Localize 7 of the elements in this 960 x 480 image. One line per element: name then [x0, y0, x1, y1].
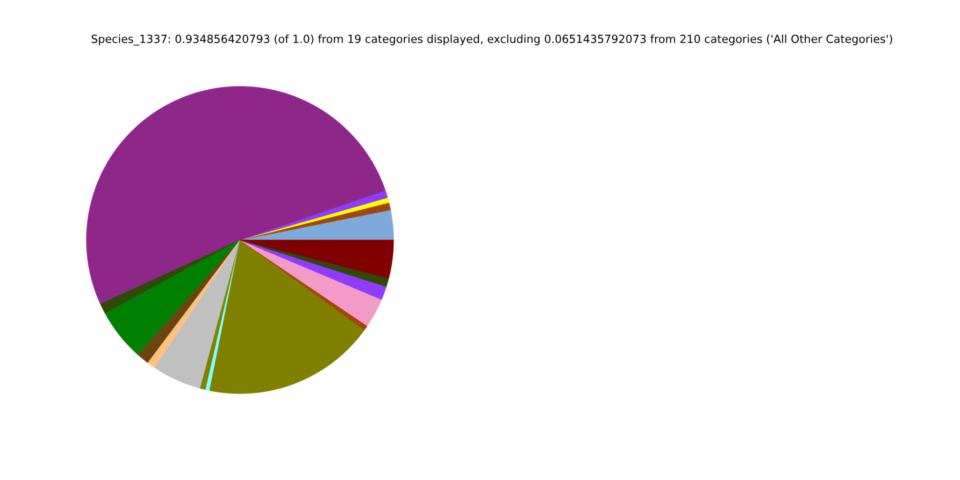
- text: Species_1337: 0.934856420793 (of 1.0) from 19 categories displayed, excluding 0.0651435792073 from 210 categories ('All Other Categories'): [92, 34, 892, 46]
- pie-slice: [86, 86, 386, 304]
- pie-slice: [100, 240, 240, 314]
- pie-slice: [240, 240, 387, 300]
- pie-slice: [104, 240, 240, 356]
- pie-slice: [154, 240, 240, 389]
- pie-slice: [240, 240, 392, 279]
